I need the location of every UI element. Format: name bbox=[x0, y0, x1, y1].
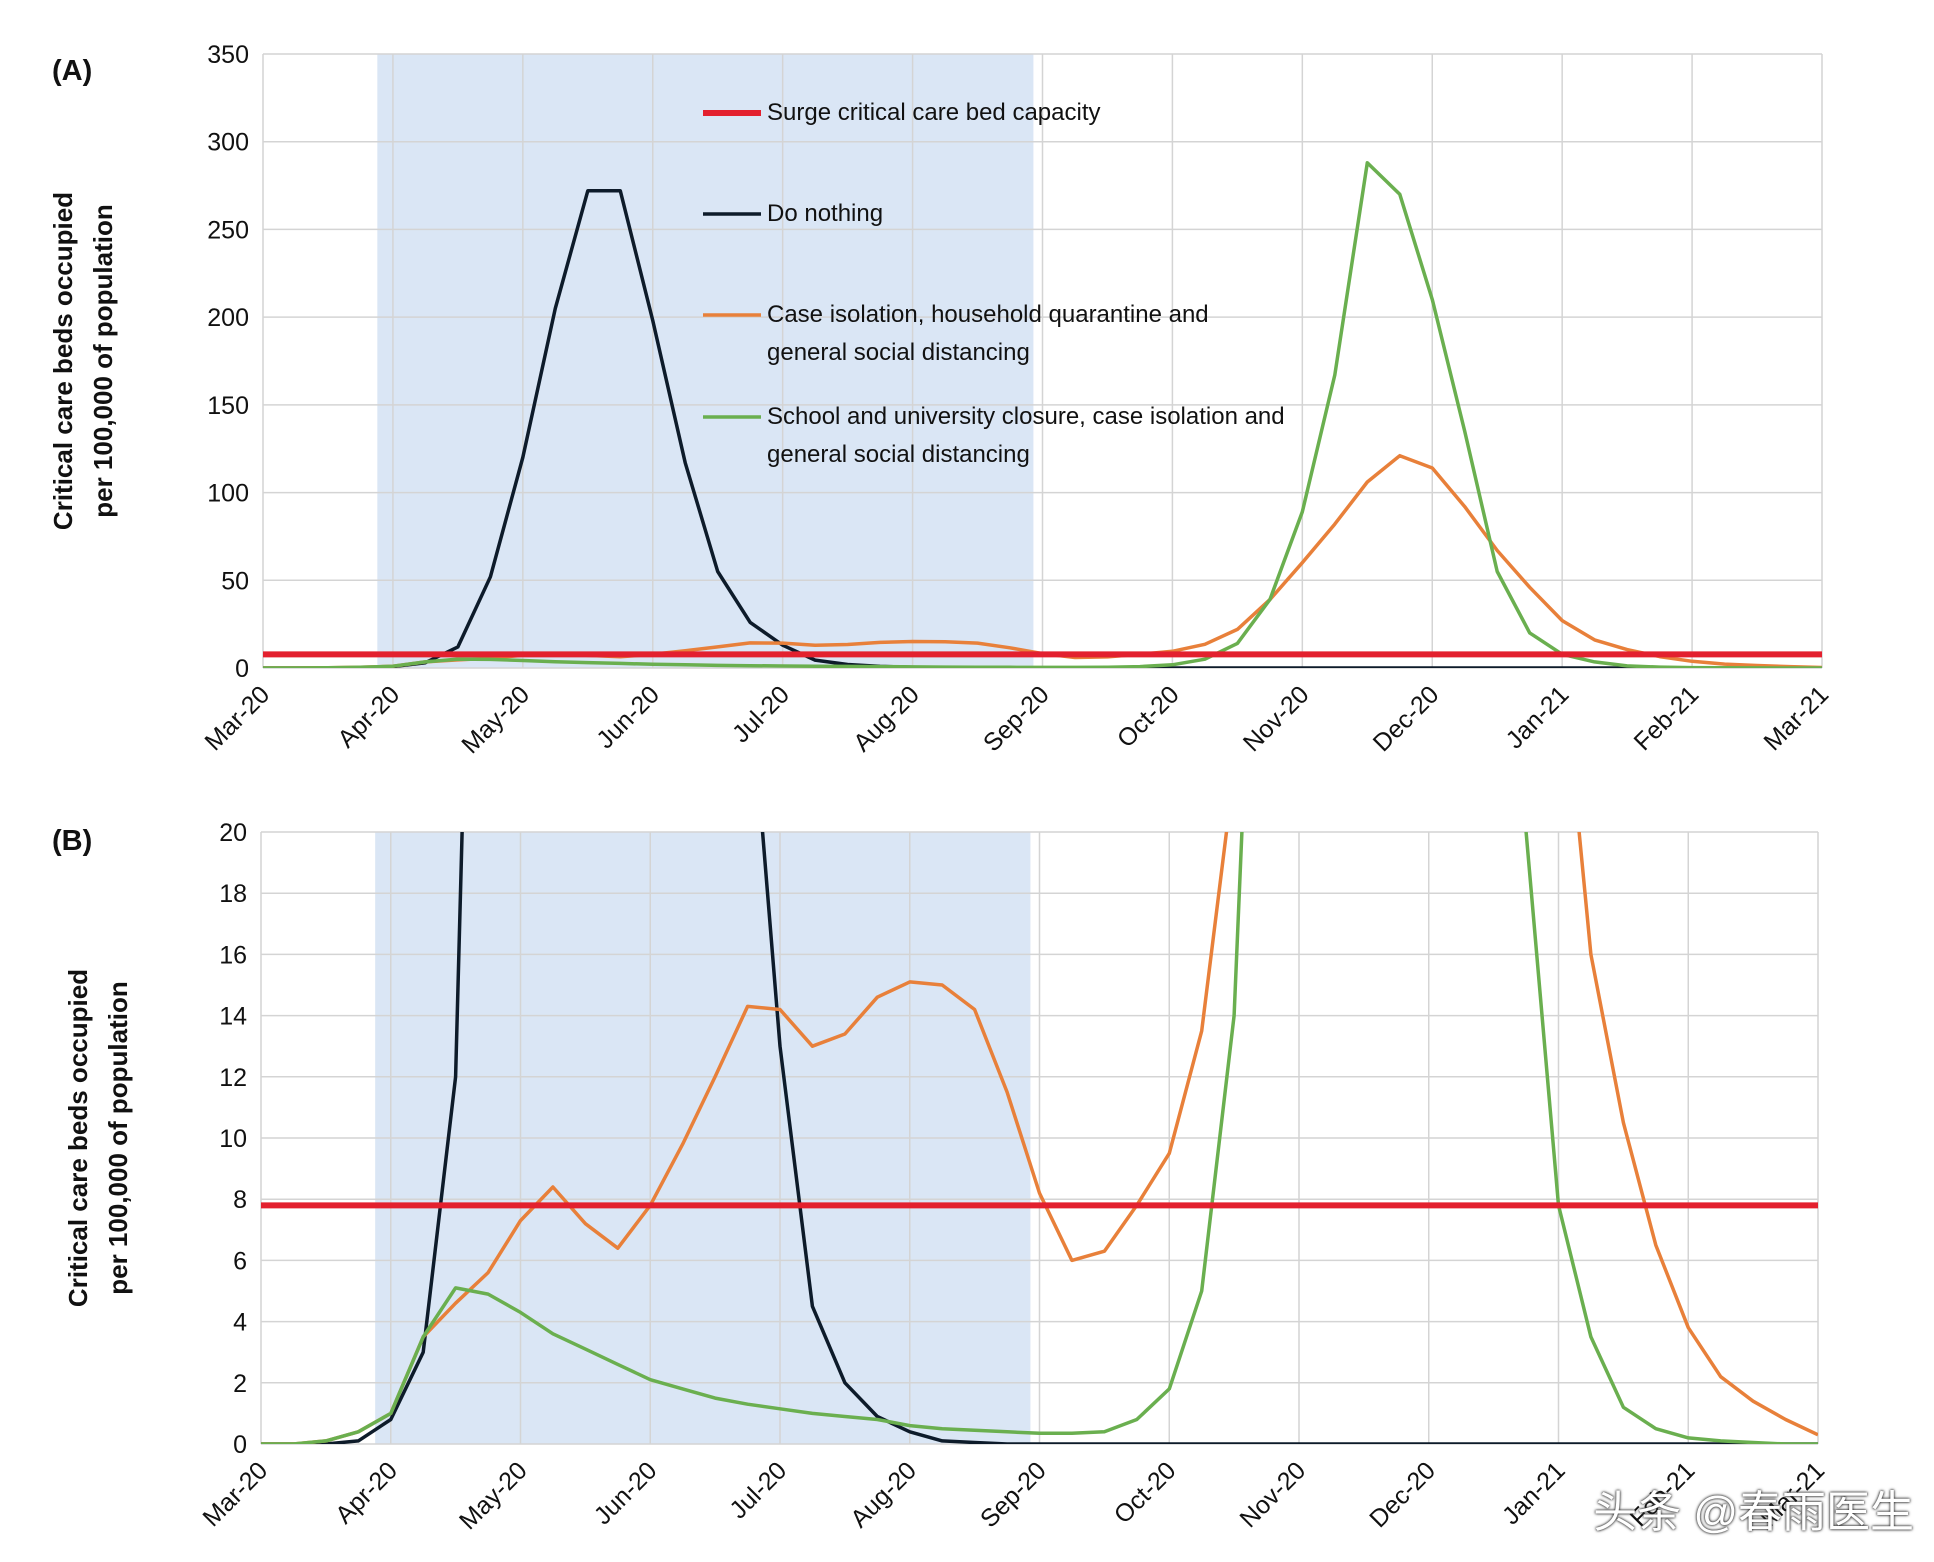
x-tick-label: Feb-21 bbox=[1629, 680, 1705, 756]
x-tick-label: Apr-20 bbox=[330, 1456, 403, 1529]
y-tick-label: 150 bbox=[207, 392, 249, 420]
x-tick-label: Apr-20 bbox=[332, 680, 405, 753]
x-tick-label: Oct-20 bbox=[1109, 1456, 1182, 1529]
watermark: 头条 @春雨医生 bbox=[1593, 1488, 1914, 1537]
x-tick-label: Jun-20 bbox=[589, 1456, 663, 1530]
x-tick-label: Sep-20 bbox=[978, 680, 1055, 757]
y-tick-label: 200 bbox=[207, 304, 249, 332]
x-tick-label: Dec-20 bbox=[1368, 680, 1445, 757]
x-tick-label: Nov-20 bbox=[1234, 1456, 1311, 1533]
legend-entry: Case isolation, household quarantine and… bbox=[767, 301, 1209, 366]
y-tick-label: 16 bbox=[219, 941, 247, 969]
x-tick-label: May-20 bbox=[456, 680, 535, 759]
y-tick-label: 100 bbox=[207, 480, 249, 508]
x-tick-label: Aug-20 bbox=[845, 1456, 922, 1533]
legend-entry: Do nothing bbox=[767, 200, 884, 227]
plot bbox=[263, 161, 1822, 668]
y-tick-label: 300 bbox=[207, 129, 249, 157]
x-tick-label: Oct-20 bbox=[1112, 680, 1185, 753]
y-axis-label: Critical care beds occupied per 100,000 o… bbox=[48, 192, 118, 530]
y-tick-label: 0 bbox=[233, 1431, 247, 1459]
y-tick-label: 8 bbox=[233, 1186, 247, 1214]
y-tick-label: 18 bbox=[219, 880, 247, 908]
panel-label: (A) bbox=[52, 55, 92, 87]
legend-entry: Surge critical care bed capacity bbox=[767, 99, 1101, 126]
x-tick-label: Aug-20 bbox=[848, 680, 925, 757]
x-tick-label: May-20 bbox=[454, 1456, 533, 1535]
y-tick-label: 0 bbox=[235, 655, 249, 683]
y-tick-label: 10 bbox=[219, 1125, 247, 1153]
shaded-region bbox=[377, 54, 1034, 668]
x-tick-label: Nov-20 bbox=[1238, 680, 1315, 757]
x-tick-label: Jun-20 bbox=[591, 680, 665, 754]
y-tick-label: 4 bbox=[233, 1309, 247, 1337]
x-tick-label: Jul-20 bbox=[724, 1456, 792, 1524]
x-tick-label: Jul-20 bbox=[727, 680, 795, 748]
y-tick-label: 14 bbox=[219, 1003, 247, 1031]
x-tick-label: Jan-21 bbox=[1501, 680, 1575, 754]
y-tick-label: 50 bbox=[221, 567, 249, 595]
x-tick-label: Dec-20 bbox=[1364, 1456, 1441, 1533]
x-tick-label: Mar-20 bbox=[199, 680, 275, 756]
y-tick-label: 12 bbox=[219, 1064, 247, 1092]
x-tick-label: Jan-21 bbox=[1497, 1456, 1571, 1530]
x-tick-label: Mar-20 bbox=[197, 1456, 273, 1532]
y-tick-label: 20 bbox=[219, 819, 247, 847]
panel-label: (B) bbox=[52, 825, 92, 857]
x-tick-label: Sep-20 bbox=[975, 1456, 1052, 1533]
y-tick-label: 250 bbox=[207, 216, 249, 244]
y-tick-label: 350 bbox=[207, 41, 249, 69]
y-tick-label: 2 bbox=[233, 1370, 247, 1398]
y-axis-label: Critical care beds occupied per 100,000 o… bbox=[63, 969, 133, 1307]
y-tick-label: 6 bbox=[233, 1247, 247, 1275]
series-line bbox=[263, 189, 1822, 668]
x-tick-label: Mar-21 bbox=[1758, 680, 1834, 756]
plot bbox=[261, 832, 1818, 1444]
legend-entry: School and university closure, case isol… bbox=[767, 403, 1285, 468]
series-line bbox=[261, 832, 1818, 1444]
